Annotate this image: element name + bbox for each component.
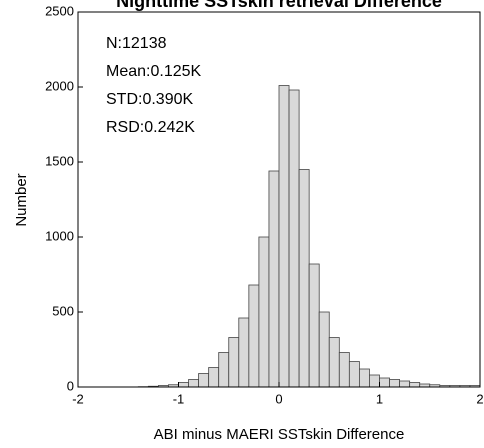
y-axis-label: Number [13,173,30,226]
bar [318,311,330,388]
bar [328,337,340,388]
bar [338,352,350,388]
bar [348,361,360,388]
x-tick-label: 1 [376,391,383,406]
bar [389,379,400,388]
annotation: Mean:0.125K [106,63,202,80]
bar [178,382,189,388]
bar [188,379,200,388]
y-tick-label: 500 [52,303,74,318]
bar [379,377,390,388]
x-tick-label: 0 [275,391,282,406]
x-tick-label: -1 [173,391,185,406]
bar [288,89,300,388]
bar [298,169,310,388]
x-tick-label: 2 [476,391,483,406]
annotation: N:12138 [106,35,167,52]
x-tick-label: -2 [72,391,84,406]
y-tick-label: 0 [67,378,74,393]
bar [248,284,260,388]
bar [268,170,280,388]
bar [409,382,421,388]
bar [228,337,240,388]
bar [358,368,370,388]
y-tick-label: 1000 [45,228,74,243]
bar [399,380,411,388]
annotation: STD:0.390K [106,91,193,108]
y-tick-label: 2500 [45,3,74,18]
bar [258,236,270,388]
bar [308,263,320,388]
bar [369,374,380,388]
y-tick-label: 1500 [45,153,74,168]
annotation: RSD:0.242K [106,119,195,136]
bar [278,85,290,388]
chart-title: Nighttime SSTskin retrieval Difference [116,0,442,11]
bar [218,352,230,388]
bar [208,367,220,388]
bar [198,373,210,388]
x-axis-label: ABI minus MAERI SSTskin Difference [154,426,405,443]
bar [238,317,250,388]
y-tick-label: 2000 [45,78,74,93]
